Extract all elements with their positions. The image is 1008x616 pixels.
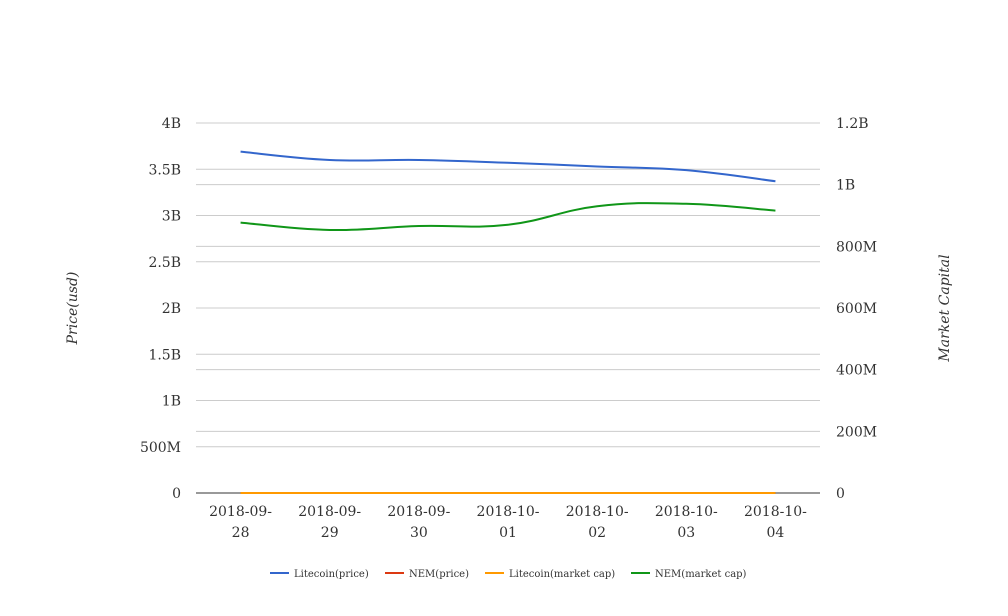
legend-label-litecoin-price: Litecoin(price) [294,569,369,580]
series-line-litecoin-price [240,150,776,183]
x-tick-label: 2018-10-03 [655,504,718,541]
legend-label-nem-price: NEM(price) [409,569,469,580]
x-tick-label: 2018-09-28 [209,504,272,541]
legend-label-litecoin-market-cap: Litecoin(market cap) [509,569,615,580]
left-gridlines [196,122,820,448]
y-tick-label-right: 1.2B [836,116,869,132]
x-tick-label: 2018-09-30 [387,504,450,541]
x-axis-ticks: 2018-09-28 2018-09-29 2018-09-30 2018-10-01… [209,504,807,541]
y-tick-label-right: 600M [836,301,877,317]
x-tick-label: 2018-10-01 [477,504,540,541]
x-tick-label: 2018-10-04 [744,504,807,541]
legend: Litecoin(price) NEM(price) Litecoin(market… [270,569,747,580]
y-tick-label-left: 3.5B [148,162,181,178]
y-tick-label-right: 400M [836,363,877,379]
x-tick-label: 2018-10-02 [566,504,629,541]
y-tick-label-right: 200M [836,424,877,440]
y-tick-label-left: 500M [140,440,181,456]
y-axis-title-right: Market Capital [937,254,953,362]
x-tick-label: 2018-09-29 [298,504,361,541]
y-tick-label-left: 1B [162,394,181,410]
y-tick-label-right: 1B [836,178,855,194]
right-axis-ticks: 0 200M 400M 600M 800M 1B 1.2B [836,116,877,502]
left-axis-ticks: 0 500M 1B 1.5B 2B 2.5B 3B 3.5B 4B [140,116,181,502]
y-tick-label-left: 2.5B [148,255,181,271]
y-tick-label-right: 0 [836,486,845,502]
y-axis-title-left: Price(usd) [65,272,81,346]
right-gridlines [196,122,820,432]
y-tick-label-left: 0 [172,486,181,502]
series-line-nem-market-cap [240,202,776,232]
y-tick-label-left: 1.5B [148,347,181,363]
y-tick-label-right: 800M [836,239,877,255]
legend-label-nem-market-cap: NEM(market cap) [655,569,747,580]
y-tick-label-left: 3B [162,209,181,225]
y-tick-label-left: 2B [162,301,181,317]
series-lines [240,150,776,495]
y-tick-label-left: 4B [162,116,181,132]
